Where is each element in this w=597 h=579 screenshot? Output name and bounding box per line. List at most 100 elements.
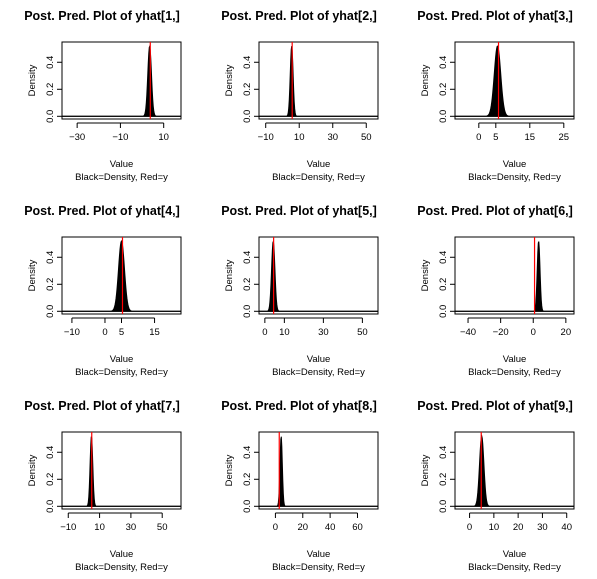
y-tick-label: 0.0 bbox=[438, 500, 449, 513]
x-tick-label: −10 bbox=[60, 522, 76, 533]
x-axis-label: Value bbox=[110, 549, 134, 560]
chart-panel: Post. Pred. Plot of yhat[1,] 0.0 0.2 0.4 Den… bbox=[24, 9, 182, 183]
y-axis-label: Density bbox=[224, 259, 235, 291]
y-tick-label: 0.4 bbox=[242, 251, 253, 264]
x-tick-label: 30 bbox=[318, 327, 329, 338]
x-tick-label: 20 bbox=[297, 522, 308, 533]
y-tick-label: 0.2 bbox=[242, 278, 253, 291]
x-tick-label: −20 bbox=[493, 327, 509, 338]
x-axis-sublabel: Black=Density, Red=y bbox=[272, 172, 365, 183]
x-tick-label: 30 bbox=[537, 522, 548, 533]
chart-title: Post. Pred. Plot of yhat[1,] bbox=[24, 9, 180, 23]
x-axis-label: Value bbox=[307, 549, 331, 560]
y-tick-label: 0.2 bbox=[438, 473, 449, 486]
y-axis-label: Density bbox=[224, 454, 235, 486]
chart-title: Post. Pred. Plot of yhat[4,] bbox=[24, 204, 180, 218]
density-area bbox=[454, 434, 575, 507]
plot-frame bbox=[258, 41, 379, 120]
chart-title: Post. Pred. Plot of yhat[7,] bbox=[24, 399, 180, 413]
x-tick-label: −30 bbox=[69, 132, 85, 143]
density-area bbox=[258, 46, 379, 117]
x-axis-label: Value bbox=[110, 159, 134, 170]
x-axis-label: Value bbox=[503, 549, 527, 560]
y-tick-label: 0.0 bbox=[45, 110, 56, 123]
x-tick-label: 60 bbox=[352, 522, 363, 533]
y-tick-label: 0.2 bbox=[438, 278, 449, 291]
density-area bbox=[61, 436, 182, 507]
x-axis-label: Value bbox=[307, 354, 331, 365]
x-tick-label: 5 bbox=[493, 132, 498, 143]
x-tick-label: −10 bbox=[112, 132, 128, 143]
y-axis-label: Density bbox=[420, 454, 431, 486]
x-axis-label: Value bbox=[110, 354, 134, 365]
chart-title: Post. Pred. Plot of yhat[3,] bbox=[417, 9, 573, 23]
x-axis-sublabel: Black=Density, Red=y bbox=[75, 172, 168, 183]
x-tick-label: 50 bbox=[361, 132, 372, 143]
chart-title: Post. Pred. Plot of yhat[2,] bbox=[221, 9, 377, 23]
x-tick-label: 20 bbox=[561, 327, 572, 338]
x-tick-label: 30 bbox=[327, 132, 338, 143]
y-tick-label: 0.0 bbox=[242, 110, 253, 123]
x-tick-label: 0 bbox=[273, 522, 278, 533]
y-axis-label: Density bbox=[27, 259, 38, 291]
x-tick-label: 15 bbox=[525, 132, 536, 143]
y-tick-label: 0.4 bbox=[438, 251, 449, 264]
chart-panel: Post. Pred. Plot of yhat[3,] 0.0 0.2 0.4 Den… bbox=[417, 9, 575, 183]
x-tick-label: −10 bbox=[258, 132, 274, 143]
x-tick-label: 50 bbox=[357, 327, 368, 338]
density-area bbox=[454, 241, 575, 312]
chart-panel: Post. Pred. Plot of yhat[9,] 0.0 0.2 0.4 Den… bbox=[417, 399, 575, 573]
plot-frame bbox=[61, 431, 182, 510]
y-tick-label: 0.2 bbox=[438, 83, 449, 96]
density-area bbox=[61, 44, 182, 117]
y-tick-label: 0.4 bbox=[45, 251, 56, 264]
chart-panel: Post. Pred. Plot of yhat[8,] 0.0 0.2 0.4 Den… bbox=[221, 399, 379, 573]
chart-panel: Post. Pred. Plot of yhat[2,] 0.0 0.2 0.4 Den… bbox=[221, 9, 379, 183]
plot-frame bbox=[454, 236, 575, 315]
x-tick-label: 30 bbox=[126, 522, 137, 533]
y-tick-label: 0.2 bbox=[45, 473, 56, 486]
x-tick-label: 0 bbox=[467, 522, 472, 533]
y-tick-label: 0.0 bbox=[438, 110, 449, 123]
x-axis-sublabel: Black=Density, Red=y bbox=[272, 367, 365, 378]
x-axis-label: Value bbox=[307, 159, 331, 170]
x-tick-label: 10 bbox=[158, 132, 169, 143]
chart-panel: Post. Pred. Plot of yhat[7,] 0.0 0.2 0.4 Den… bbox=[24, 399, 182, 573]
chart-title: Post. Pred. Plot of yhat[6,] bbox=[417, 204, 573, 218]
x-axis-sublabel: Black=Density, Red=y bbox=[468, 172, 561, 183]
x-tick-label: 40 bbox=[325, 522, 336, 533]
x-tick-label: 10 bbox=[279, 327, 290, 338]
plot-frame bbox=[61, 41, 182, 120]
chart-title: Post. Pred. Plot of yhat[8,] bbox=[221, 399, 377, 413]
y-tick-label: 0.4 bbox=[242, 56, 253, 69]
x-tick-label: 0 bbox=[531, 327, 536, 338]
y-tick-label: 0.2 bbox=[45, 278, 56, 291]
x-tick-label: −40 bbox=[460, 327, 476, 338]
y-tick-label: 0.2 bbox=[242, 473, 253, 486]
y-tick-label: 0.0 bbox=[438, 305, 449, 318]
y-tick-label: 0.4 bbox=[438, 446, 449, 459]
x-axis-sublabel: Black=Density, Red=y bbox=[75, 562, 168, 573]
x-axis-sublabel: Black=Density, Red=y bbox=[468, 562, 561, 573]
x-tick-label: 40 bbox=[561, 522, 572, 533]
y-axis-label: Density bbox=[420, 64, 431, 96]
plot-frame bbox=[258, 431, 379, 510]
x-tick-label: 5 bbox=[119, 327, 124, 338]
x-axis-label: Value bbox=[503, 159, 527, 170]
x-tick-label: 20 bbox=[513, 522, 524, 533]
x-axis-sublabel: Black=Density, Red=y bbox=[75, 367, 168, 378]
y-tick-label: 0.4 bbox=[45, 446, 56, 459]
chart-title: Post. Pred. Plot of yhat[9,] bbox=[417, 399, 573, 413]
x-tick-label: 0 bbox=[102, 327, 107, 338]
y-axis-label: Density bbox=[27, 454, 38, 486]
chart-title: Post. Pred. Plot of yhat[5,] bbox=[221, 204, 377, 218]
density-area bbox=[454, 45, 575, 117]
y-axis-label: Density bbox=[224, 64, 235, 96]
x-tick-label: 0 bbox=[262, 327, 267, 338]
y-tick-label: 0.2 bbox=[45, 83, 56, 96]
y-tick-label: 0.0 bbox=[242, 500, 253, 513]
x-tick-label: 10 bbox=[294, 132, 305, 143]
plot-frame bbox=[454, 41, 575, 120]
x-tick-label: −10 bbox=[64, 327, 80, 338]
